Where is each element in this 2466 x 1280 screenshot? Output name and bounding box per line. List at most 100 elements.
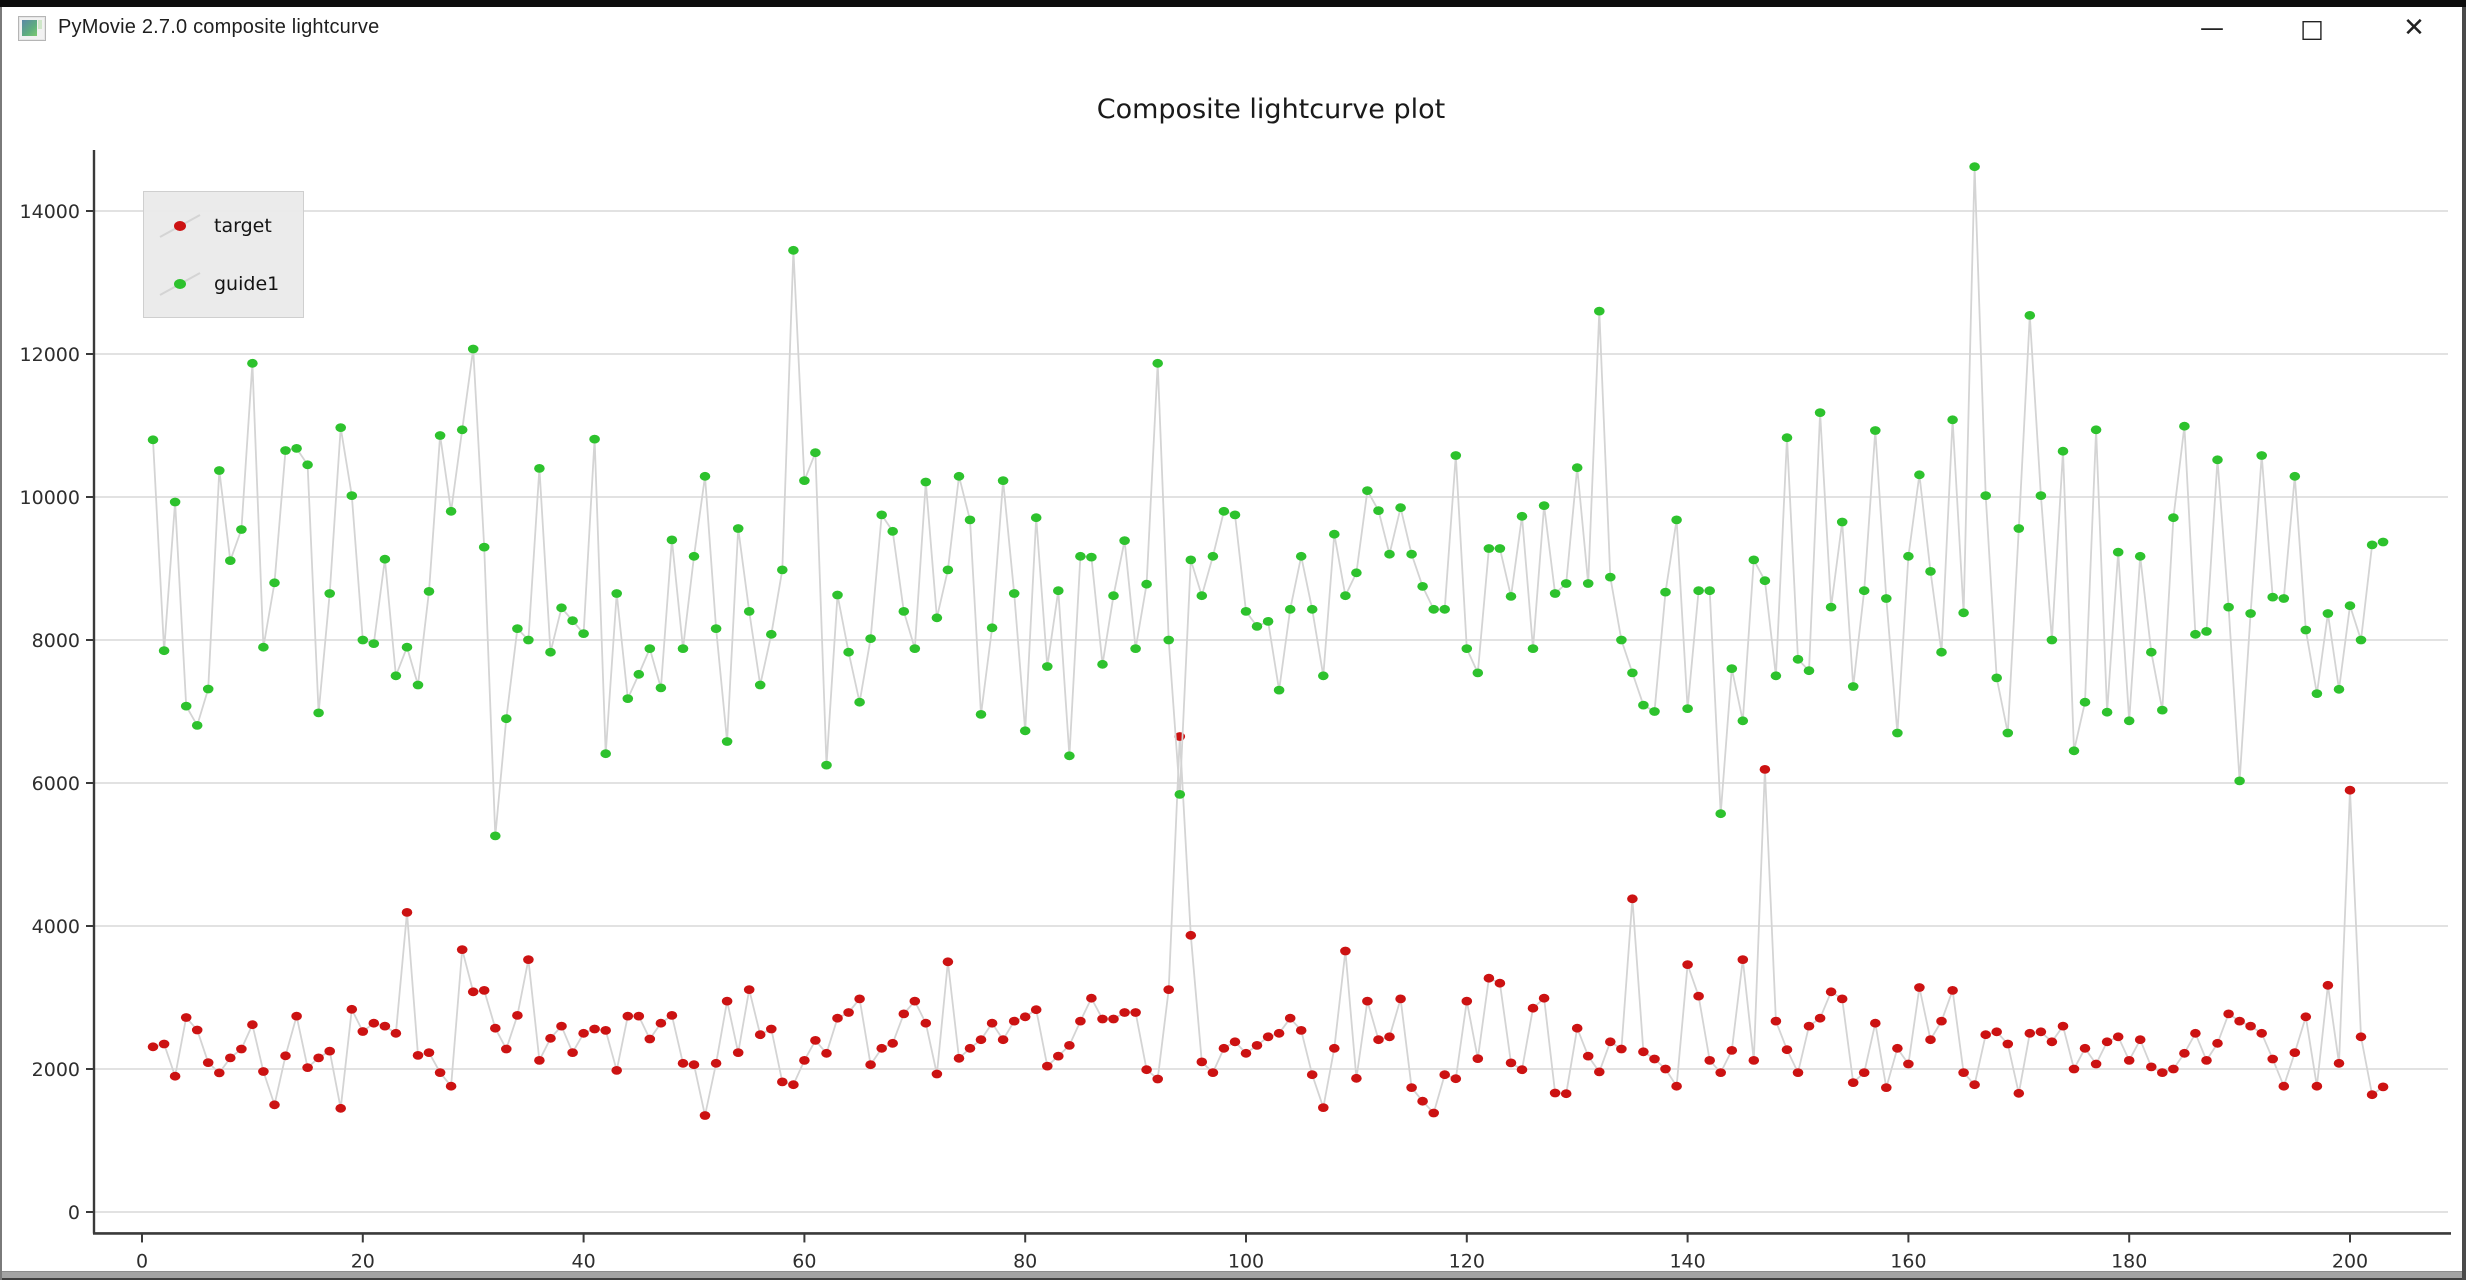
data-point-guide1 <box>1649 707 1660 716</box>
y-tick-label: 2000 <box>32 1059 80 1081</box>
data-point-target <box>1770 1016 1782 1026</box>
data-point-guide1 <box>1439 604 1450 614</box>
plot-area[interactable]: 0 20 40 60 80 100 120 140 160 180 200 0 2000 4000 6000… <box>2 50 2462 1272</box>
data-point-guide1 <box>258 642 269 652</box>
data-point-target <box>1649 1054 1660 1064</box>
y-tick-label: 10000 <box>20 487 80 509</box>
data-point-guide1 <box>1836 517 1848 527</box>
data-point-guide1 <box>1351 568 1362 578</box>
data-point-guide1 <box>1671 515 1682 525</box>
data-point-target <box>953 1053 965 1063</box>
data-point-target <box>456 945 468 954</box>
data-point-target <box>2013 1088 2025 1098</box>
data-point-guide1 <box>2256 451 2267 460</box>
data-point-target <box>865 1060 876 1070</box>
data-point-guide1 <box>1969 162 1980 172</box>
data-point-guide1 <box>1075 551 1086 561</box>
data-point-target <box>2157 1068 2168 1077</box>
data-point-guide1 <box>567 616 578 626</box>
data-point-guide1 <box>147 435 159 445</box>
data-point-target <box>1549 1088 1561 1098</box>
data-point-target <box>1428 1108 1439 1118</box>
data-point-guide1 <box>2035 491 2047 500</box>
data-point-target <box>1240 1048 1252 1058</box>
data-point-target <box>810 1036 821 1045</box>
data-point-target <box>1704 1056 1715 1065</box>
data-point-target <box>887 1038 898 1048</box>
data-point-guide1 <box>2212 455 2223 465</box>
data-point-target <box>2002 1039 2014 1049</box>
data-point-target <box>169 1071 181 1081</box>
maximize-button[interactable]: □ <box>2280 9 2344 47</box>
data-point-target <box>699 1111 711 1120</box>
data-point-target <box>1042 1061 1053 1071</box>
data-point-guide1 <box>1284 604 1296 614</box>
data-point-guide1 <box>1472 668 1484 678</box>
data-point-guide1 <box>512 624 523 633</box>
data-point-guide1 <box>1373 506 1384 515</box>
y-tick-label: 12000 <box>20 344 80 366</box>
data-point-guide1 <box>1218 506 1230 516</box>
data-point-target <box>1229 1037 1241 1047</box>
data-point-guide1 <box>898 607 910 616</box>
data-point-target <box>1847 1078 1859 1087</box>
data-point-target <box>909 996 921 1006</box>
data-point-guide1 <box>1461 644 1473 653</box>
data-point-target <box>556 1021 567 1031</box>
data-point-guide1 <box>412 680 424 690</box>
x-tick-label: 160 <box>1890 1250 1926 1268</box>
data-point-guide1 <box>1130 644 1141 653</box>
data-point-target <box>710 1058 722 1068</box>
titlebar[interactable]: PyMovie 2.7.0 composite lightcurve — □ ✕ <box>2 7 2462 50</box>
data-point-target <box>1836 994 1848 1004</box>
data-point-target <box>677 1058 689 1068</box>
data-point-guide1 <box>2201 627 2212 636</box>
data-point-target <box>1582 1051 1594 1061</box>
data-point-target <box>2024 1028 2036 1038</box>
app-icon <box>18 16 46 41</box>
data-point-target <box>1008 1016 1020 1026</box>
minimize-button[interactable]: — <box>2180 9 2244 47</box>
data-point-guide1 <box>169 497 181 507</box>
data-point-target <box>1295 1026 1307 1035</box>
data-point-target <box>1991 1027 2002 1037</box>
data-point-target <box>633 1011 645 1021</box>
data-point-guide1 <box>677 644 689 653</box>
data-point-guide1 <box>1759 576 1771 586</box>
data-point-guide1 <box>1362 486 1373 495</box>
data-point-target <box>324 1046 336 1056</box>
data-point-target <box>1318 1103 1329 1112</box>
data-point-target <box>1627 894 1638 904</box>
data-point-guide1 <box>1903 551 1914 561</box>
data-point-guide1 <box>2123 716 2135 726</box>
data-point-target <box>1903 1059 1914 1069</box>
guide1-legend-marker <box>159 272 201 296</box>
data-point-guide1 <box>1141 579 1152 589</box>
x-tick-label: 40 <box>572 1250 596 1268</box>
data-point-guide1 <box>1616 635 1627 645</box>
data-point-guide1 <box>445 506 457 516</box>
close-button[interactable]: ✕ <box>2382 9 2446 47</box>
data-point-guide1 <box>1571 463 1583 473</box>
data-point-target <box>1737 955 1749 964</box>
data-point-target <box>1781 1045 1793 1055</box>
data-point-guide1 <box>843 647 854 657</box>
data-point-target <box>335 1103 347 1113</box>
data-point-guide1 <box>335 423 347 432</box>
data-point-target <box>1693 991 1704 1001</box>
legend[interactable]: target guide1 <box>143 191 304 318</box>
data-point-target <box>777 1077 788 1087</box>
legend-label-guide1: guide1 <box>214 273 280 295</box>
data-point-guide1 <box>236 525 247 534</box>
data-point-target <box>1538 993 1550 1003</box>
app-icon-pane <box>22 20 37 36</box>
data-point-target <box>180 1013 192 1022</box>
data-point-guide1 <box>291 444 302 453</box>
data-point-target <box>1870 1018 1881 1028</box>
data-point-target <box>876 1043 887 1053</box>
data-point-guide1 <box>1825 602 1837 612</box>
data-point-target <box>1892 1043 1903 1053</box>
data-point-target <box>523 955 534 964</box>
data-point-target <box>2223 1009 2234 1019</box>
data-point-target <box>1803 1021 1815 1031</box>
